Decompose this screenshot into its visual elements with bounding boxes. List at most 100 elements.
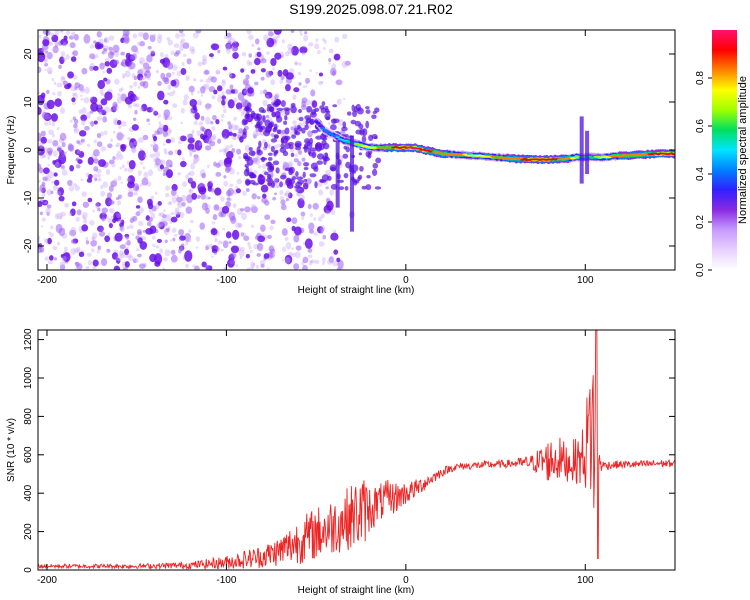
spectrogram-noise-blob (215, 163, 221, 169)
spectrogram-transition-blob (358, 152, 363, 156)
snr-series-line (38, 330, 675, 570)
spectrogram-noise-blob (250, 261, 256, 268)
spectrogram-noise-blob (274, 178, 280, 183)
spectrogram-noise-blob (170, 211, 175, 216)
spectrogram-noise-blob (113, 178, 118, 183)
spectrogram-noise-blob (335, 79, 343, 86)
spectrogram-noise-blob (270, 79, 276, 86)
spectrogram-noise-blob (144, 178, 148, 182)
spectrogram-noise-blob (225, 145, 230, 151)
spectrogram-noise-blob (212, 213, 218, 221)
spectrogram-noise-blob (149, 225, 157, 234)
spectrogram-noise-blob (147, 66, 152, 70)
snr-ytick-label: 800 (23, 408, 34, 425)
spectrogram-transition-blob (252, 182, 259, 186)
spectrogram-noise-blob (330, 209, 336, 216)
spectrogram-noise-blob (184, 250, 193, 262)
spectrogram-noise-blob (193, 156, 199, 165)
spectrogram-transition-blob (303, 179, 308, 182)
spectrogram-noise-blob (138, 207, 144, 214)
spectrogram-noise-blob (248, 53, 252, 58)
spectrogram-noise-blob (42, 39, 50, 47)
spectrogram-noise-blob (52, 139, 59, 147)
spectrogram-noise-blob (74, 267, 80, 270)
spectrogram-noise-blob (220, 113, 225, 118)
spectrogram-noise-blob (280, 75, 285, 80)
spectrogram-noise-blob (149, 153, 155, 159)
spectrogram-noise-blob (318, 72, 324, 77)
spectrogram-noise-blob (92, 232, 98, 240)
spectrogram-noise-blob (54, 98, 62, 107)
colorbar-tick-label: 0.2 (695, 215, 706, 229)
spectrogram-noise-blob (152, 135, 158, 142)
spectrogram-noise-blob (46, 211, 50, 216)
spectrogram-noise-blob (142, 166, 146, 170)
spectrogram-noise-blob (51, 34, 59, 43)
spectrogram-noise-blob (48, 170, 55, 179)
spectrogram-noise-blob (100, 146, 106, 152)
spectrogram-noise-blob (287, 43, 293, 50)
spectrogram-noise-blob (59, 216, 63, 220)
spectrogram-transition-blob (304, 115, 312, 121)
spectrogram-ridge-core (322, 128, 328, 131)
spectrogram-noise-blob (290, 126, 295, 131)
spectrogram-noise-blob (226, 35, 233, 41)
spectrogram-noise-blob (93, 157, 98, 162)
spectrogram-noise-blob (101, 216, 105, 222)
spectrogram-transition-blob (357, 174, 363, 180)
spectrogram-noise-blob (297, 160, 302, 167)
spectrogram-noise-blob (80, 138, 85, 143)
spectrogram-noise-blob (61, 151, 66, 158)
spectrogram-noise-blob (241, 232, 247, 238)
spectrogram-noise-blob (326, 200, 334, 211)
spectrogram-noise-blob (127, 104, 131, 107)
spectrogram-noise-blob (309, 260, 313, 266)
spectrogram-noise-blob (126, 225, 130, 230)
spectrogram-noise-blob (287, 47, 293, 55)
spectrogram-transition-blob (310, 162, 318, 170)
spectrogram-noise-blob (178, 30, 184, 34)
spectrogram-noise-blob (101, 211, 106, 215)
spectrogram-noise-blob (177, 172, 182, 176)
spectrogram-noise-blob (165, 113, 170, 118)
spectrogram-noise-blob (70, 208, 76, 217)
snr-xlabel: Height of straight line (km) (298, 585, 415, 596)
spectrogram-noise-blob (205, 245, 209, 251)
colorbar-tick-label: 0.0 (695, 263, 706, 277)
spectrogram-transition-blob (266, 107, 270, 112)
spectrogram-noise-blob (128, 159, 136, 170)
spectrogram-noise-blob (51, 92, 56, 96)
spectrogram-noise-blob (209, 53, 214, 58)
spectrogram-noise-blob (120, 121, 127, 127)
spectrogram-ridge-core (313, 120, 319, 123)
spectrogram-noise-blob (82, 211, 88, 220)
spectrogram-transition-blob (293, 127, 299, 132)
spectrogram-noise-blob (294, 226, 302, 236)
spectrogram-noise-blob (146, 221, 152, 227)
spectrogram-noise-blob (229, 144, 234, 148)
spectrogram-noise-blob (69, 229, 77, 237)
spectrogram-noise-blob (146, 106, 153, 113)
spectrogram-noise-blob (301, 100, 307, 107)
spectrogram-noise-blob (329, 189, 334, 196)
spectrogram-transition-blob (321, 101, 326, 106)
spectrogram-transition-blob (290, 152, 295, 158)
spectrogram-noise-blob (93, 158, 99, 164)
spectrogram-noise-blob (65, 30, 71, 35)
spectrogram-noise-blob (166, 36, 171, 41)
spectrogram-noise-blob (271, 111, 277, 118)
spectrogram-transition-blob (302, 171, 306, 178)
spectrogram-noise-blob (314, 259, 320, 265)
spectrogram-noise-blob (175, 50, 181, 55)
spectrogram-noise-blob (165, 72, 172, 78)
spectrogram-noise-blob (69, 119, 73, 123)
spectrogram-noise-blob (72, 33, 77, 38)
spectrogram-noise-blob (233, 137, 237, 141)
spectrogram-noise-blob (60, 75, 66, 80)
spectrogram-noise-blob (309, 213, 313, 218)
spectrogram-noise-blob (176, 194, 179, 198)
spectrogram-noise-blob (54, 158, 62, 168)
spectrogram-noise-blob (272, 196, 277, 201)
spectrogram-noise-blob (235, 222, 241, 228)
spectrogram-transition-blob (303, 167, 309, 171)
